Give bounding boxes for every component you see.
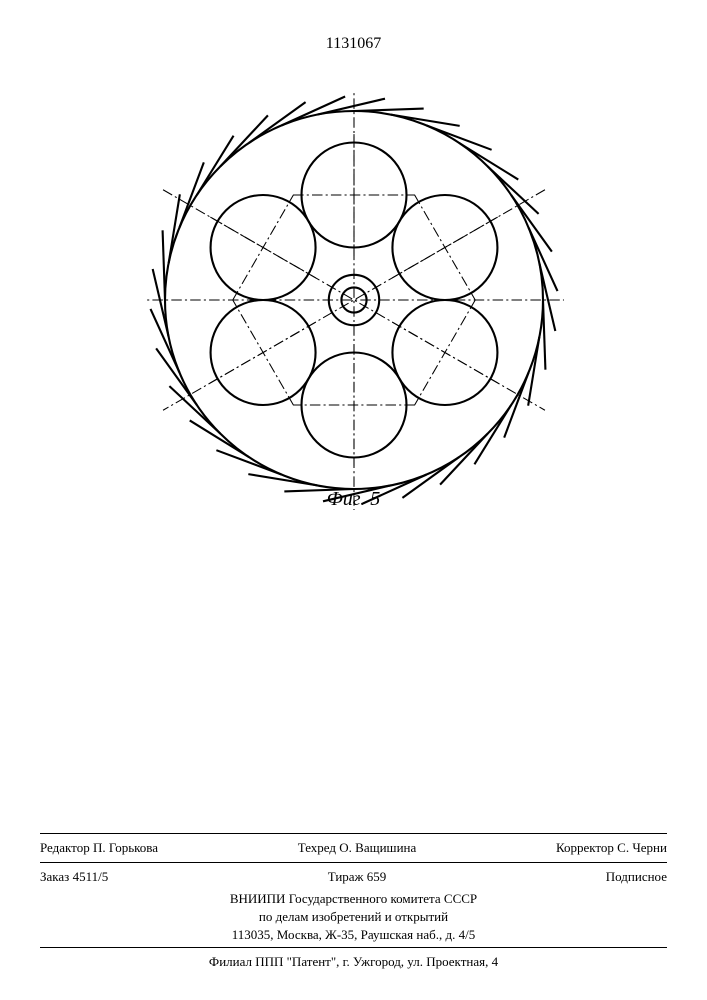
- order-label: Заказ: [40, 869, 69, 884]
- techred-label: Техред: [298, 840, 336, 855]
- techred-name: О. Ващишина: [339, 840, 416, 855]
- tirazh-value: 659: [367, 869, 387, 884]
- order-row: Заказ 4511/5 Тираж 659 Подписное: [40, 869, 667, 885]
- credits-row: Редактор П. Горькова Техред О. Ващишина …: [40, 840, 667, 856]
- subscription: Подписное: [606, 869, 667, 885]
- editor: Редактор П. Горькова: [40, 840, 158, 856]
- page: 1131067 Фиг. 5 Редактор П. Горькова Техр…: [0, 0, 707, 1000]
- corrector: Корректор С. Черни: [556, 840, 667, 856]
- divider: [40, 833, 667, 834]
- tirazh-label: Тираж: [328, 869, 364, 884]
- order-value: 4511/5: [73, 869, 109, 884]
- tirazh: Тираж 659: [328, 869, 387, 885]
- corrector-label: Корректор: [556, 840, 614, 855]
- editor-name: П. Горькова: [93, 840, 158, 855]
- divider: [40, 947, 667, 948]
- divider: [40, 862, 667, 863]
- order: Заказ 4511/5: [40, 869, 108, 885]
- techred: Техред О. Ващишина: [298, 840, 417, 856]
- corrector-name: С. Черни: [617, 840, 667, 855]
- org-line2: по делам изобретений и открытий: [40, 909, 667, 925]
- editor-label: Редактор: [40, 840, 90, 855]
- figure-area: [0, 90, 707, 510]
- address: 113035, Москва, Ж-35, Раушская наб., д. …: [40, 927, 667, 943]
- branch: Филиал ППП "Патент", г. Ужгород, ул. Про…: [40, 954, 667, 970]
- org-line1: ВНИИПИ Государственного комитета СССР: [40, 891, 667, 907]
- footer-block: Редактор П. Горькова Техред О. Ващишина …: [40, 829, 667, 970]
- document-number: 1131067: [0, 35, 707, 53]
- figure-label: Фиг. 5: [0, 488, 707, 511]
- figure-svg: [144, 90, 564, 510]
